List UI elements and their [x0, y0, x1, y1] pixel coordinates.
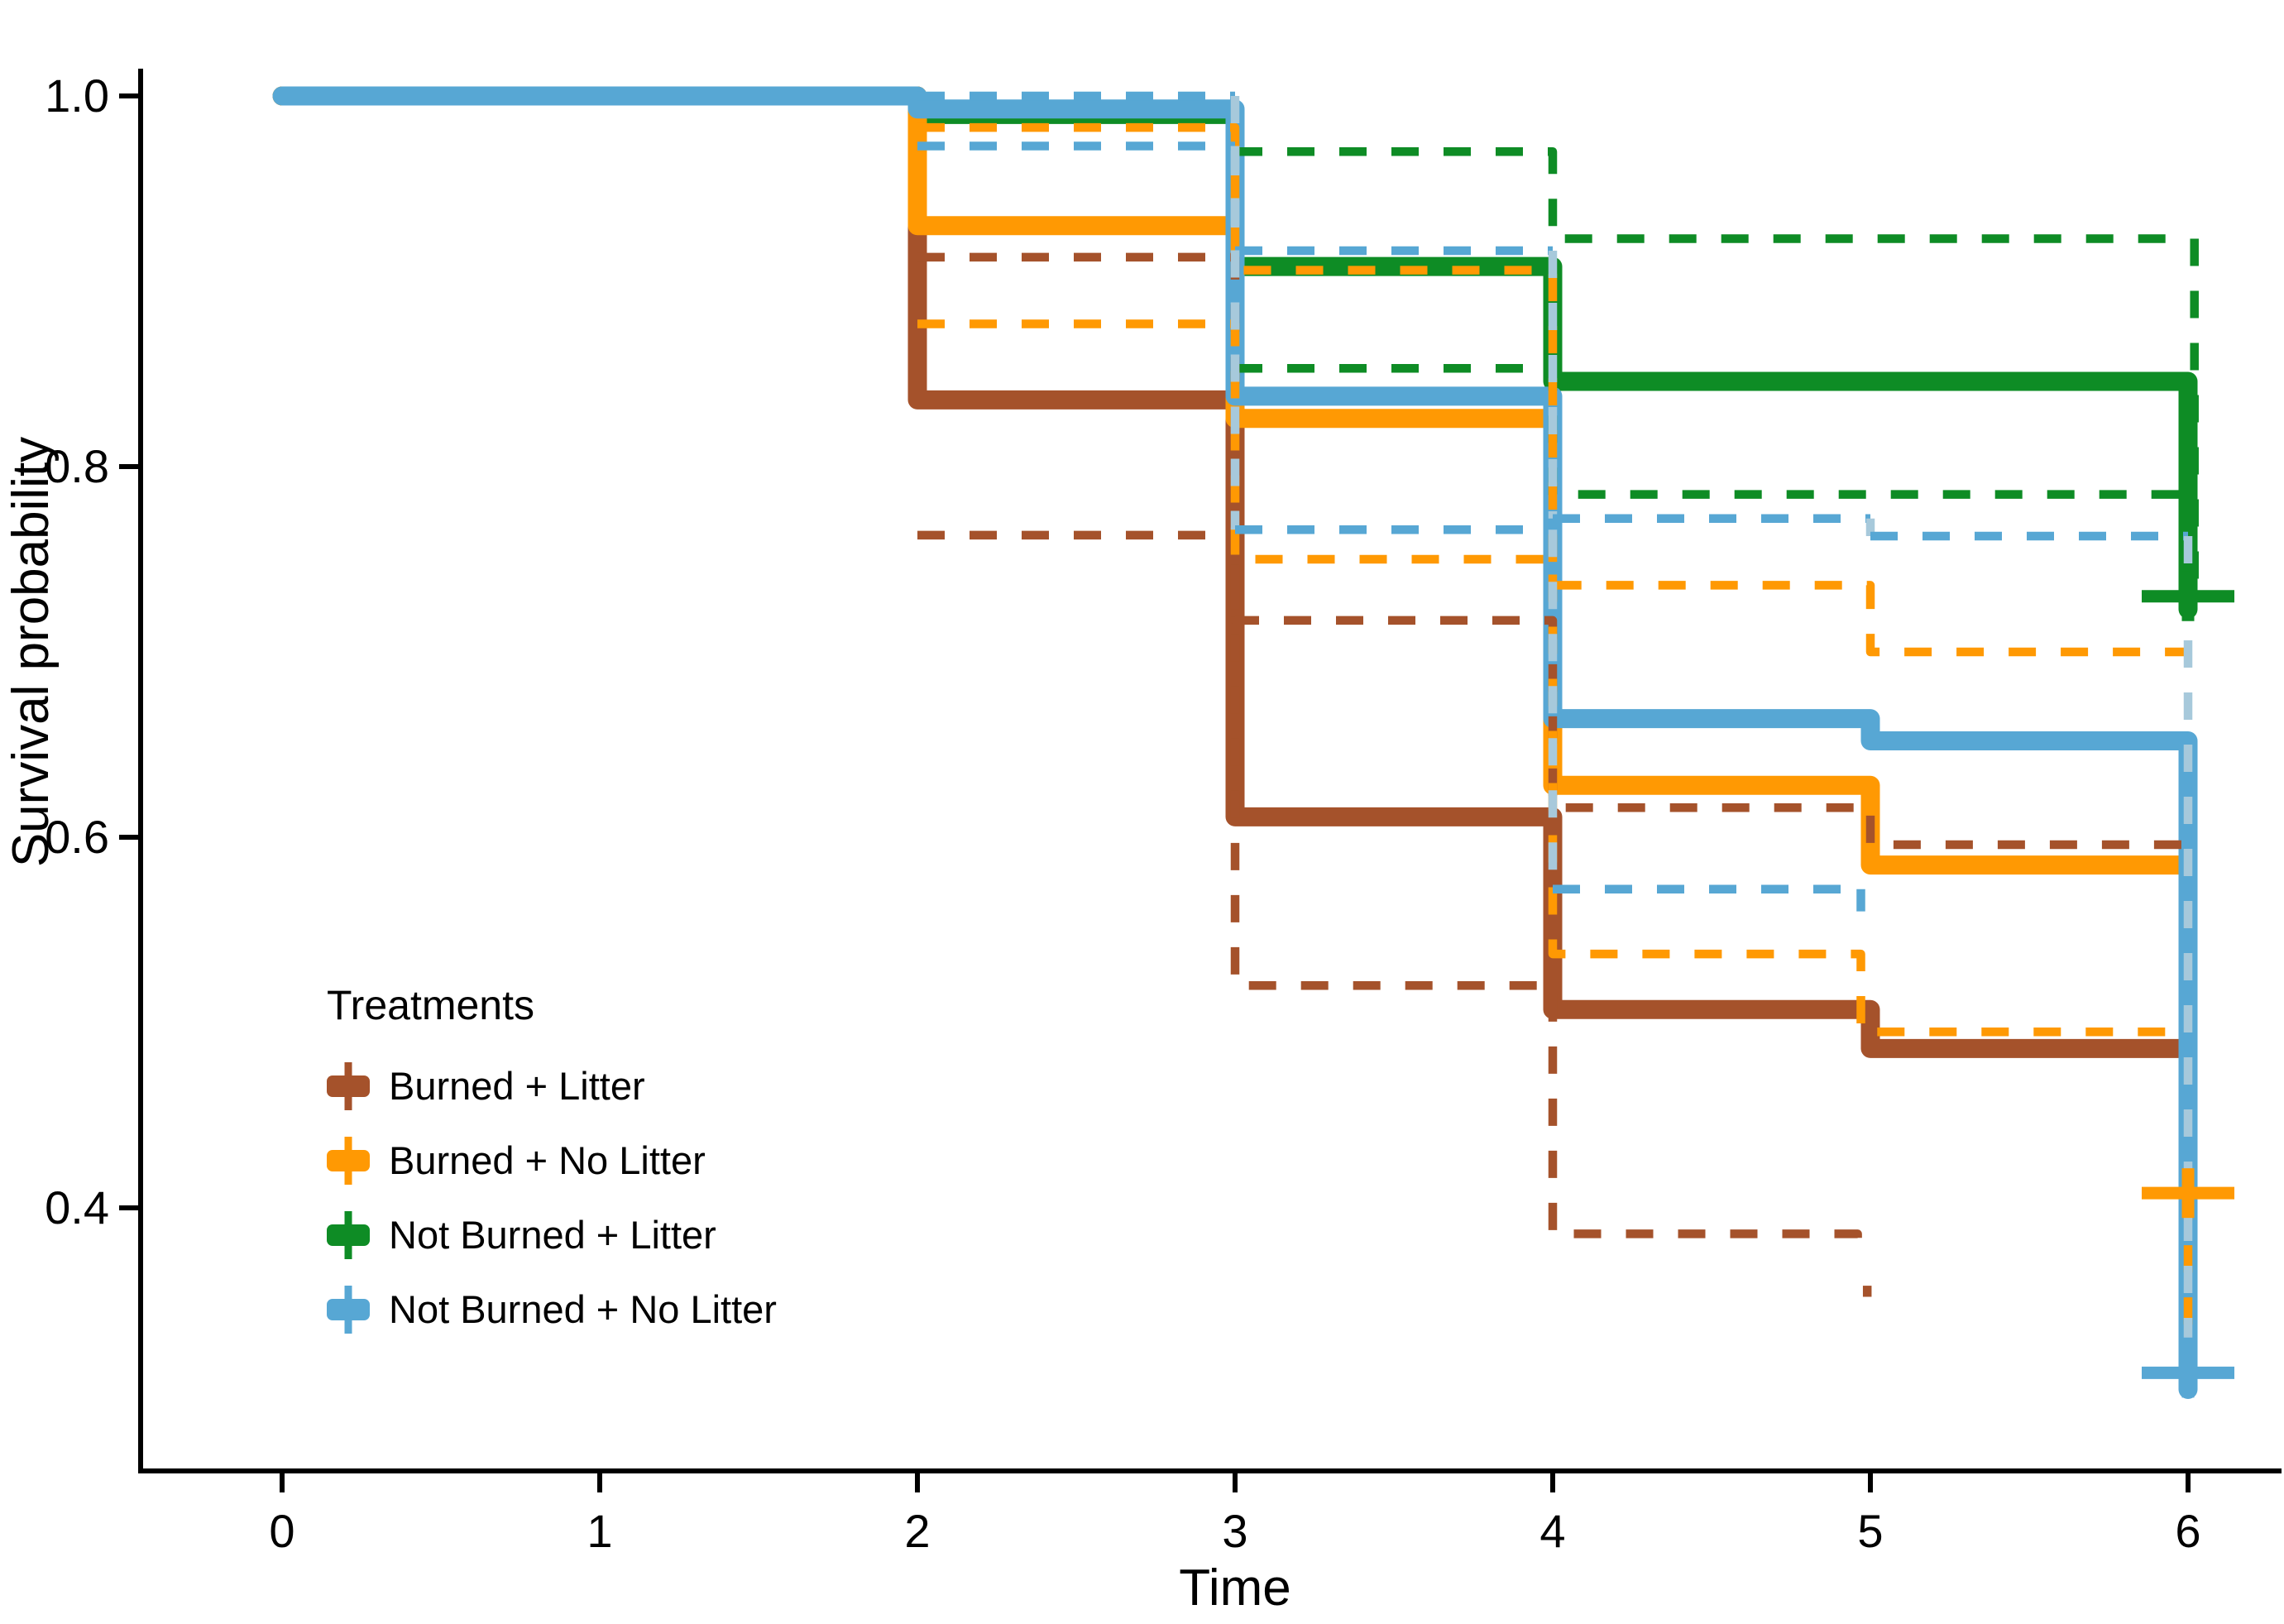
survival-curve-1: [272, 86, 2198, 1058]
x-tick-label: 5: [1857, 1505, 1883, 1557]
y-tick-label: 1.0: [45, 69, 109, 122]
x-tick-label: 2: [904, 1505, 930, 1557]
confidence-interval-3: [1235, 146, 2188, 243]
legend-key-swatch: [327, 1224, 370, 1246]
legend-title: Treatments: [327, 982, 534, 1028]
x-tick-label: 0: [269, 1505, 294, 1557]
legend-item-label: Not Burned + Litter: [389, 1213, 716, 1257]
x-tick-label: 6: [2175, 1505, 2200, 1557]
x-tick-label: 3: [1222, 1505, 1247, 1557]
x-axis-title: Time: [1179, 1559, 1290, 1617]
y-tick-label: 0.6: [45, 811, 109, 863]
legend-key-swatch: [327, 1150, 370, 1171]
legend-item-label: Not Burned + No Litter: [389, 1287, 777, 1331]
legend-item-label: Burned + Litter: [389, 1064, 645, 1108]
confidence-interval-2: [917, 122, 2188, 657]
legend-item-label: Burned + No Litter: [389, 1138, 706, 1182]
x-tick-label: 4: [1539, 1505, 1565, 1557]
y-tick-label: 0.8: [45, 440, 109, 492]
legend-key-swatch: [327, 1075, 370, 1097]
y-axis-title: Survival probability: [2, 437, 60, 867]
legend-key-swatch: [327, 1299, 370, 1320]
confidence-interval-1: [917, 530, 1862, 1262]
y-tick-label: 0.4: [45, 1181, 109, 1234]
x-tick-label: 1: [587, 1505, 612, 1557]
